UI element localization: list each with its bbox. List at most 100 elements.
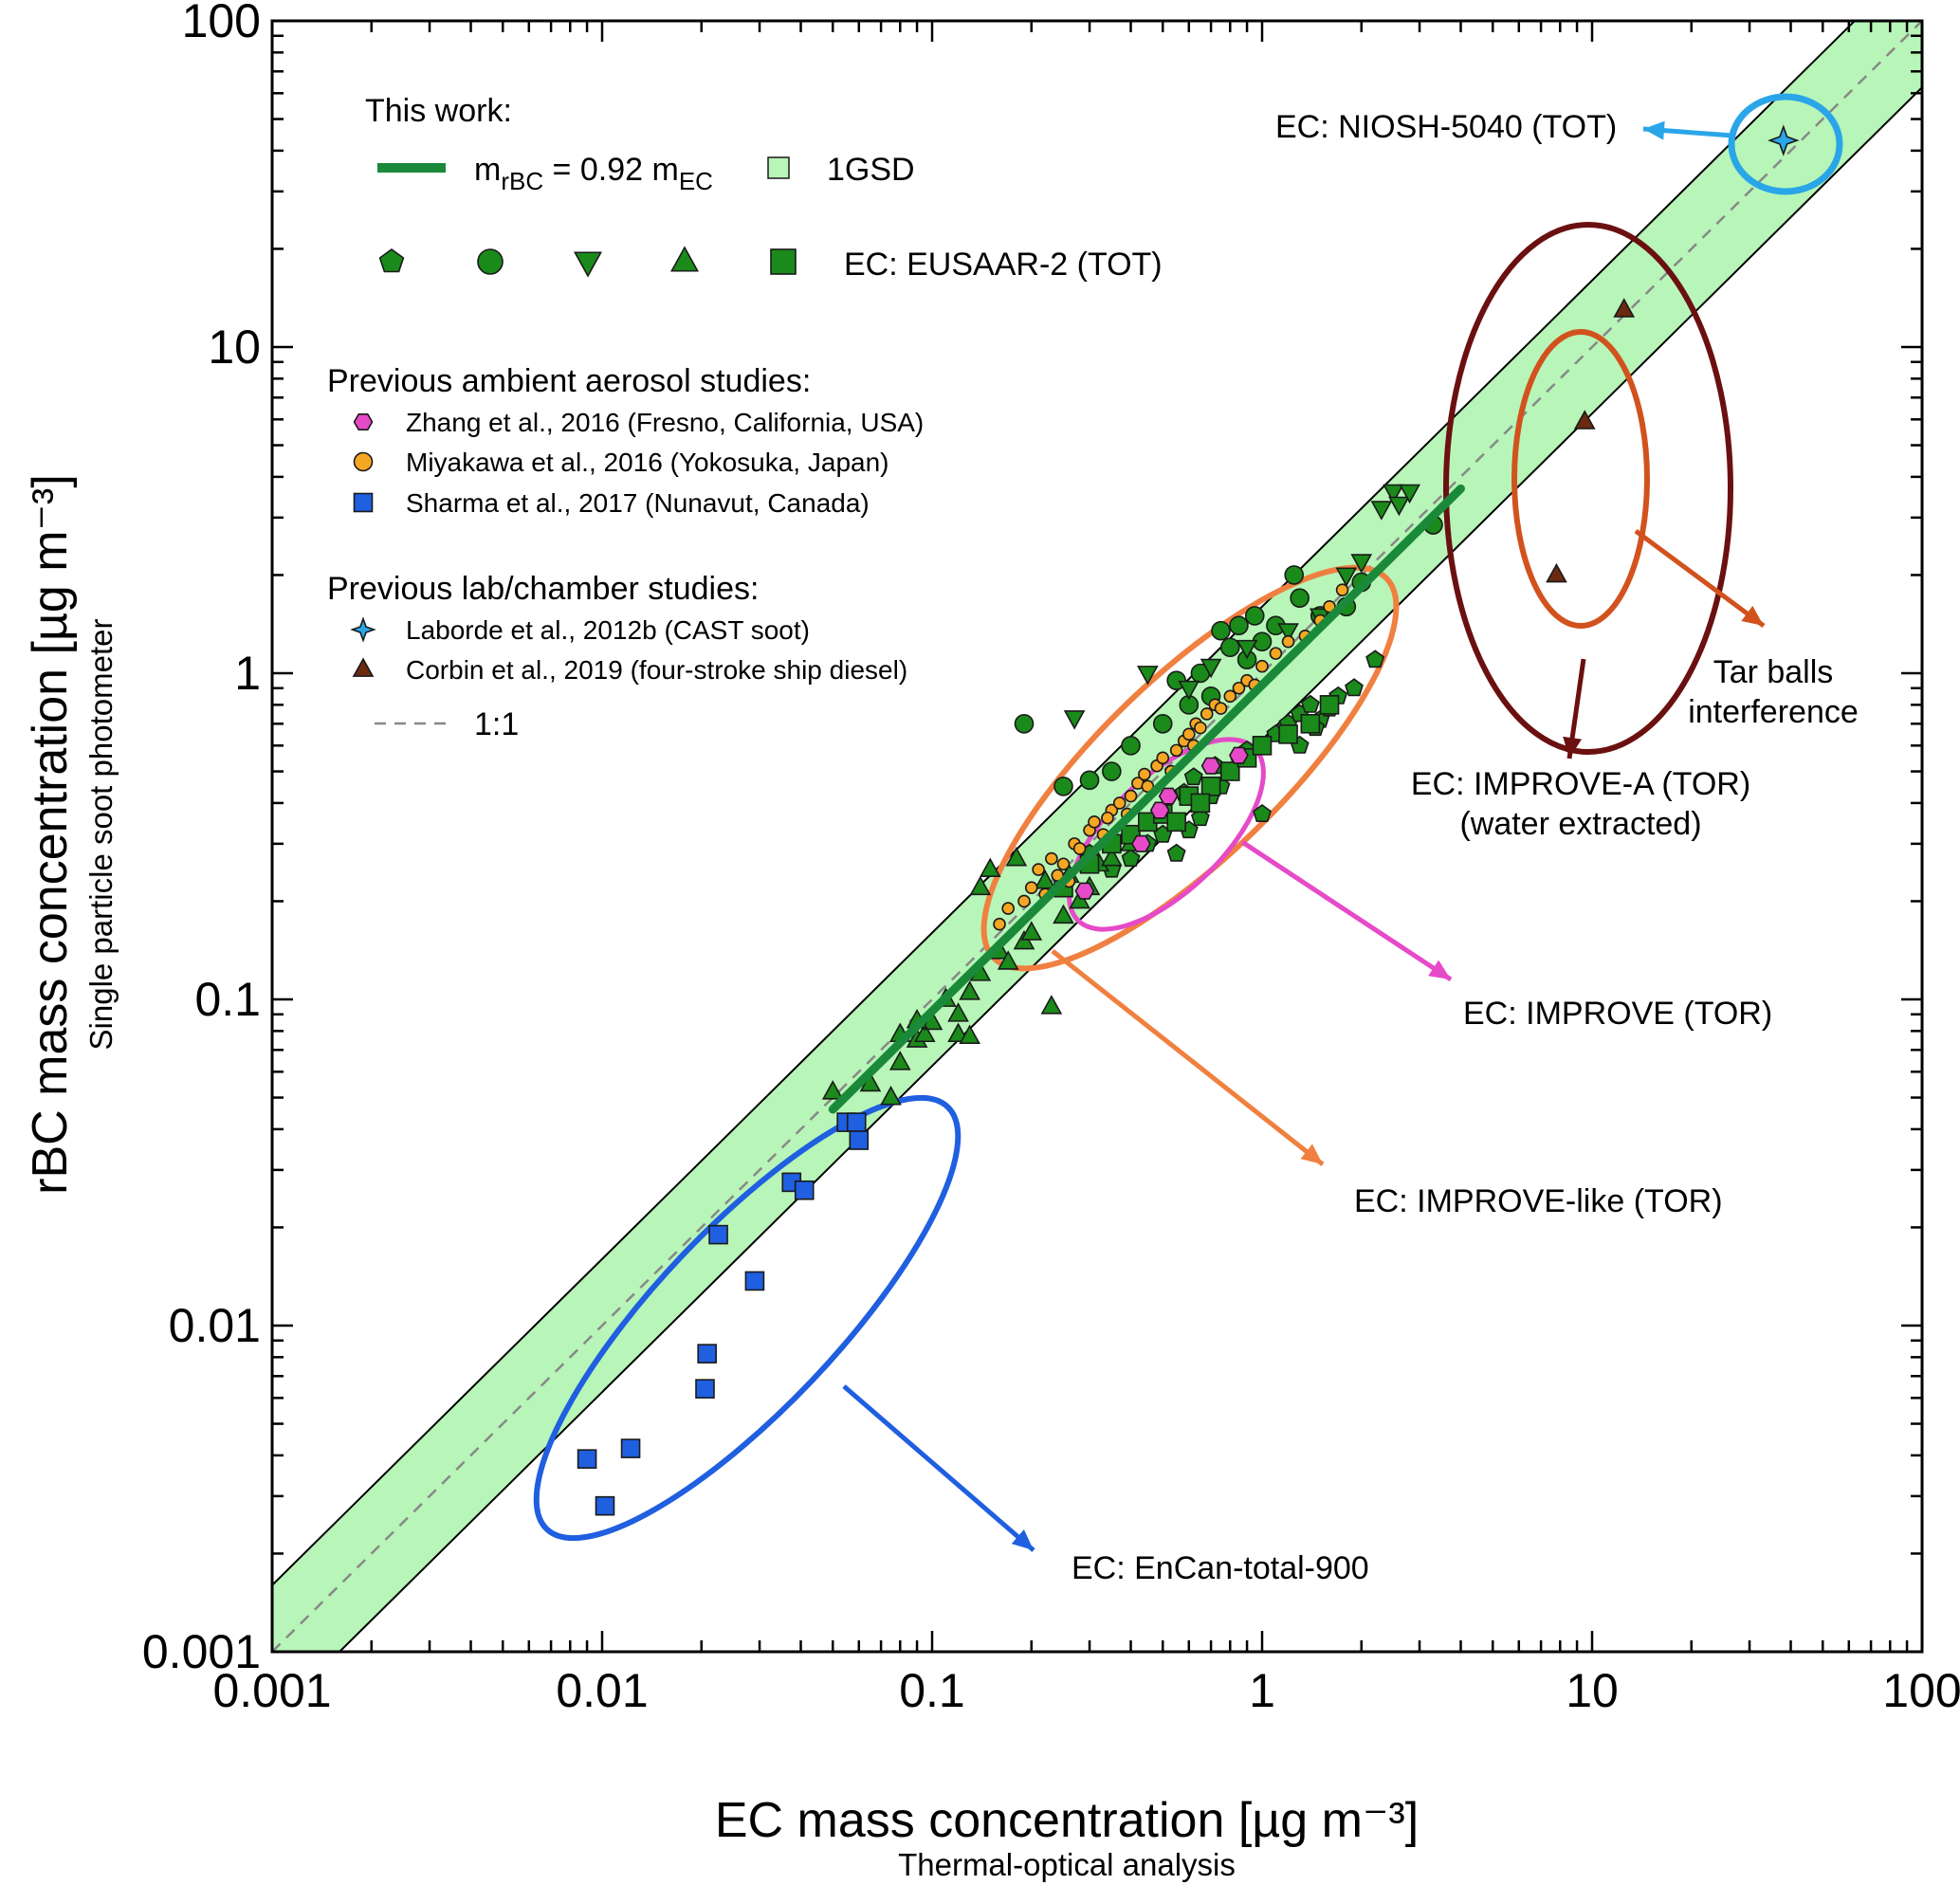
point-triangle-2-9	[959, 980, 980, 1000]
fit-eq: = 0.92 m	[543, 152, 679, 188]
fit-m: m	[474, 152, 501, 188]
point-triangle-2-25	[979, 857, 1001, 878]
point-circle-6-20	[1181, 727, 1196, 741]
fit-sub-rbc: rBC	[501, 167, 543, 195]
legend-fit-label: mrBC = 0.92 mEC	[474, 152, 713, 195]
legend-gsd-swatch	[767, 156, 790, 179]
point-circle-3-19	[1229, 615, 1249, 636]
x-tick-label: 1	[1249, 1664, 1275, 1717]
y-tick-label: 10	[208, 320, 261, 374]
point-pentagon-1-5	[1166, 843, 1186, 862]
x-tick-label: 100	[1882, 1664, 1960, 1717]
legend-eusaar-square-marker	[770, 248, 797, 275]
point-circle-6-14	[1141, 779, 1155, 794]
annotation-3: EC: IMPROVE (TOR)	[1463, 996, 1772, 1032]
encan-ellipse	[533, 1094, 962, 1542]
legend-lab-header: Previous lab/chamber studies:	[327, 571, 759, 607]
point-triangle-down-4-4	[1236, 639, 1258, 660]
x-tick-label: 10	[1566, 1664, 1619, 1717]
point-circle-6-0	[1017, 894, 1031, 908]
point-triangle-down-4-1	[1136, 666, 1159, 686]
point-triangle-2-24	[969, 875, 992, 896]
point-circle-3-8	[1219, 637, 1240, 658]
legend-entry-3: Laborde et al., 2012b (CAST soot)	[406, 615, 810, 645]
legend-gsd-label: 1GSD	[827, 152, 915, 188]
point-triangle-8-2	[1613, 298, 1636, 318]
point-triangle-2-2	[880, 1085, 902, 1106]
point-triangle-down-4-7	[1335, 567, 1358, 588]
point-circle-6-35	[1335, 583, 1349, 596]
point-triangle-2-3	[888, 1051, 911, 1071]
point-triangle-2-0	[821, 1080, 844, 1100]
x-axis-title: EC mass concentration [µg m⁻³]	[715, 1793, 1419, 1848]
point-triangle-down-4-8	[1350, 554, 1373, 574]
improve-like-arrow	[1051, 949, 1325, 1166]
point-square-0-5	[708, 1224, 728, 1245]
point-triangle-2-23	[959, 1024, 980, 1044]
legend-marker-2	[353, 492, 374, 513]
point-triangle-2-12	[997, 950, 1019, 970]
point-square-0-3	[695, 1379, 715, 1399]
legend-marker-4	[352, 657, 375, 677]
point-circle-6-26	[1223, 689, 1237, 704]
legend-ambient-header: Previous ambient aerosol studies:	[327, 363, 811, 399]
improve-a-ellipse	[1443, 222, 1733, 755]
point-circle-6-29	[1255, 659, 1269, 673]
point-triangle-down-4-10	[1383, 484, 1404, 504]
point-pentagon-1-22	[1365, 650, 1385, 668]
point-circle-6-11	[1112, 796, 1127, 810]
point-star-9-0	[1768, 124, 1800, 156]
point-circle-6-41	[1101, 811, 1114, 825]
y-tick-label: 0.01	[169, 1299, 261, 1352]
point-circle-3-0	[1014, 713, 1035, 734]
improve-arrow	[1240, 839, 1453, 982]
legend-entry-1: Miyakawa et al., 2016 (Yokosuka, Japan)	[406, 448, 888, 477]
point-circle-3-5	[1152, 713, 1173, 734]
fit-line	[828, 484, 1466, 1114]
point-square-5-13	[1319, 695, 1340, 715]
annotation-0: EC: NIOSH-5040 (TOT)	[1275, 109, 1617, 145]
encan-arrow	[842, 1384, 1035, 1552]
legend-marker-0	[353, 412, 374, 431]
legend-eusaar-pentagon-marker	[378, 248, 405, 273]
point-triangle-2-16	[1053, 904, 1074, 924]
y-tick-label: 100	[182, 0, 261, 47]
point-circle-6-1	[1024, 881, 1038, 895]
point-hexagon-7-2	[1149, 801, 1170, 819]
point-pentagon-1-21	[1345, 678, 1364, 697]
tar-balls-arrow	[1634, 528, 1766, 629]
annotation-1-line2: interference	[1688, 694, 1859, 730]
point-hexagon-7-1	[1130, 834, 1151, 852]
point-pentagon-1-17	[1300, 694, 1320, 713]
x-tick-label: 0.1	[899, 1664, 965, 1717]
point-pentagon-1-2	[1121, 849, 1141, 868]
point-circle-6-39	[1051, 869, 1065, 883]
axis-titles: EC mass concentration [µg m⁻³] Thermal-o…	[23, 474, 1419, 1882]
x-axis-title-main: EC mass concentration [µg m⁻³]	[715, 1793, 1419, 1848]
point-circle-6-16	[1156, 751, 1170, 765]
point-circle-6-6	[1072, 842, 1087, 855]
point-square-0-0	[577, 1449, 597, 1469]
axes: 0.001 0.01 0.1 1 10 100 0.001 0.01 0.1 1 10 100	[142, 0, 1960, 1717]
improve-like-arrow-head	[1300, 1144, 1323, 1164]
point-triangle-2-5	[913, 1022, 936, 1043]
y-axis-subtitle: Single particle soot photometer	[83, 619, 119, 1051]
point-circle-6-12	[1124, 789, 1138, 803]
point-circle-3-18	[1211, 620, 1231, 641]
point-circle-6-2	[1032, 863, 1045, 876]
point-hexagon-7-4	[1200, 757, 1221, 775]
point-square-0-11	[849, 1130, 870, 1150]
point-circle-6-43	[1138, 767, 1151, 781]
fit-line-layer	[828, 484, 1466, 1114]
point-circle-6-31	[1281, 634, 1295, 649]
x-tick-label: 0.001	[212, 1664, 331, 1717]
point-circle-6-25	[1214, 702, 1228, 715]
point-square-5-15	[1190, 793, 1211, 814]
annotation-5: EC: EnCan-total-900	[1072, 1550, 1369, 1586]
point-triangle-down-4-5	[1277, 623, 1299, 643]
point-circle-6-36	[993, 917, 1006, 931]
annotation-2-line2: (water extracted)	[1459, 806, 1701, 842]
point-square-5-8	[1219, 761, 1240, 781]
point-square-0-2	[620, 1438, 641, 1458]
point-circle-3-1	[1053, 776, 1073, 796]
